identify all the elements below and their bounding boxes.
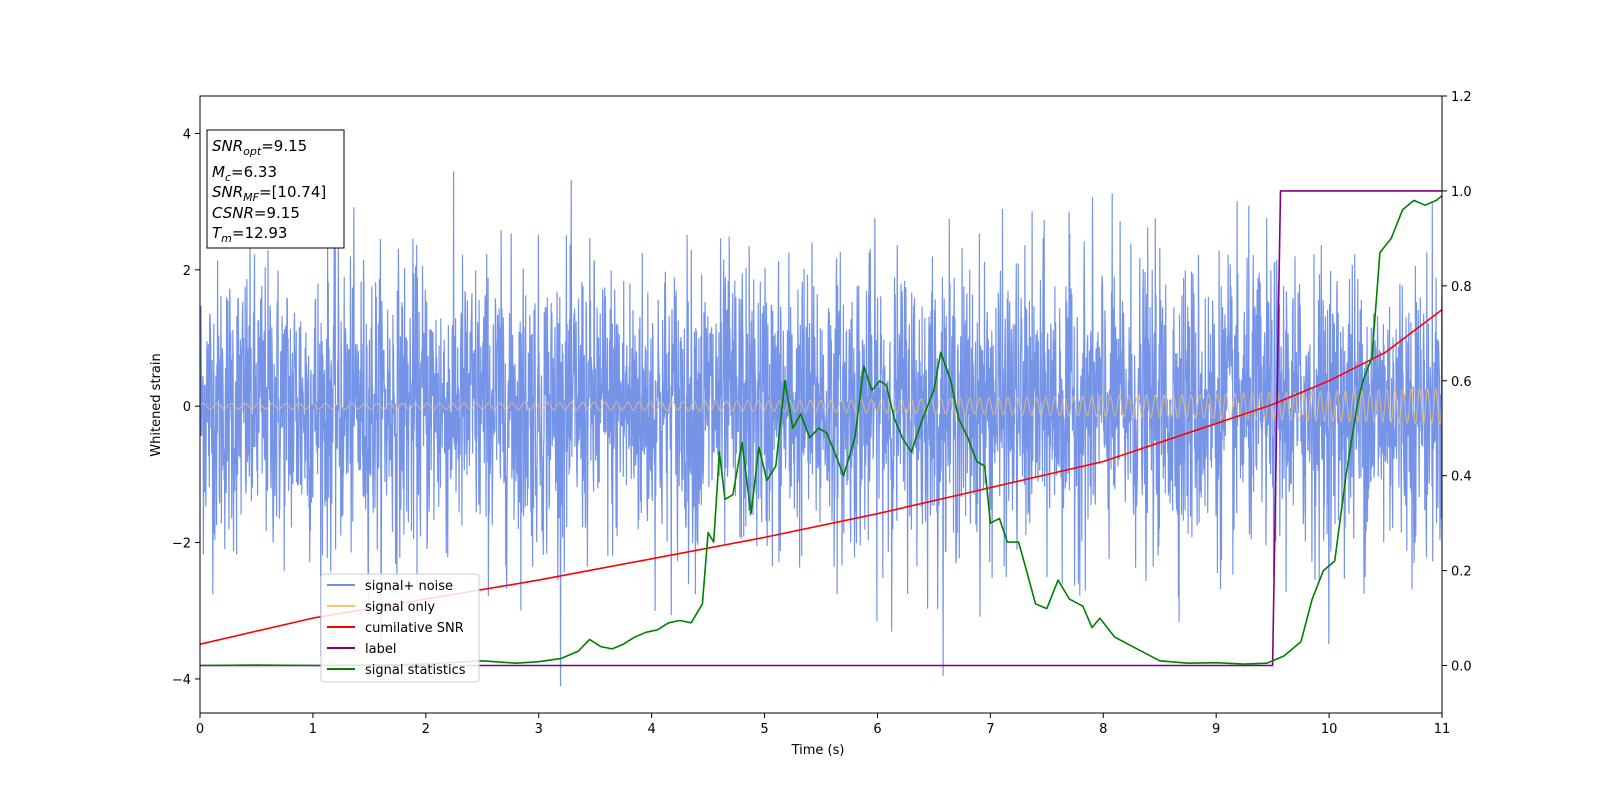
x-tick-label: 8 [1099, 722, 1107, 737]
series-line-signal-only [200, 388, 1442, 425]
x-tick-label: 1 [309, 722, 317, 737]
legend-frame [320, 573, 480, 683]
info-tm: Tm=12.93 [212, 224, 287, 245]
legend-label-signal-statistics: signal statistics [365, 663, 466, 678]
info-snr-opt: SNRopt=9.15 [212, 137, 307, 158]
y-tick-label: 0 [183, 400, 191, 415]
series-line-label [200, 190, 1442, 667]
x-tick-label: 4 [647, 722, 655, 737]
legend-label-signal-noise: signal+ noise [365, 579, 453, 594]
y2-tick-label: 1.0 [1451, 185, 1472, 200]
x-tick-label: 6 [873, 722, 881, 737]
y2-tick-label: 0.8 [1451, 280, 1472, 295]
x-tick-label: 5 [760, 722, 768, 737]
axis-ticks: 0 1 2 3 4 5 6 7 8 9 10 11 −4 −2 0 2 4 0.0 0.2 0.4 0.6 0.8 1.0 1… [172, 90, 1472, 737]
series-line-signal-statistics [200, 195, 1442, 667]
series-line-signal-noise [200, 171, 1442, 687]
x-tick-label: 11 [1434, 722, 1451, 737]
x-tick-label: 7 [986, 722, 994, 737]
info-csnr: CSNR=9.15 [212, 204, 300, 222]
y-tick-label: −4 [172, 673, 191, 688]
y-axis-label: Whitened strain [149, 353, 164, 456]
x-tick-label: 3 [535, 722, 543, 737]
y-tick-label: −2 [172, 537, 191, 552]
x-tick-label: 9 [1212, 722, 1220, 737]
y-tick-label: 2 [183, 264, 191, 279]
legend: signal+ noise signal only cumilative SNR… [320, 573, 480, 683]
y2-tick-label: 1.2 [1451, 90, 1472, 105]
y2-tick-label: 0.2 [1451, 565, 1472, 580]
axes-frame [199, 95, 1443, 714]
info-box-frame [206, 129, 345, 249]
info-box: SNRopt=9.15 Mc=6.33 SNRMF=[10.74] CSNR=9… [206, 129, 345, 249]
y2-tick-label: 0.6 [1451, 375, 1472, 390]
x-axis-label: Time (s) [791, 743, 845, 758]
x-tick-label: 10 [1321, 722, 1338, 737]
y2-tick-label: 0.4 [1451, 470, 1472, 485]
x-tick-label: 2 [422, 722, 430, 737]
legend-label-signal-only: signal only [365, 600, 435, 615]
legend-label-label: label [365, 642, 396, 657]
x-tick-label: 0 [196, 722, 204, 737]
info-snr-mf: SNRMF=[10.74] [212, 183, 326, 204]
legend-label-cumulative-snr: cumilative SNR [365, 621, 464, 636]
y2-tick-label: 0.0 [1451, 660, 1472, 675]
y-tick-label: 4 [183, 127, 191, 142]
info-mc: Mc=6.33 [212, 163, 277, 184]
